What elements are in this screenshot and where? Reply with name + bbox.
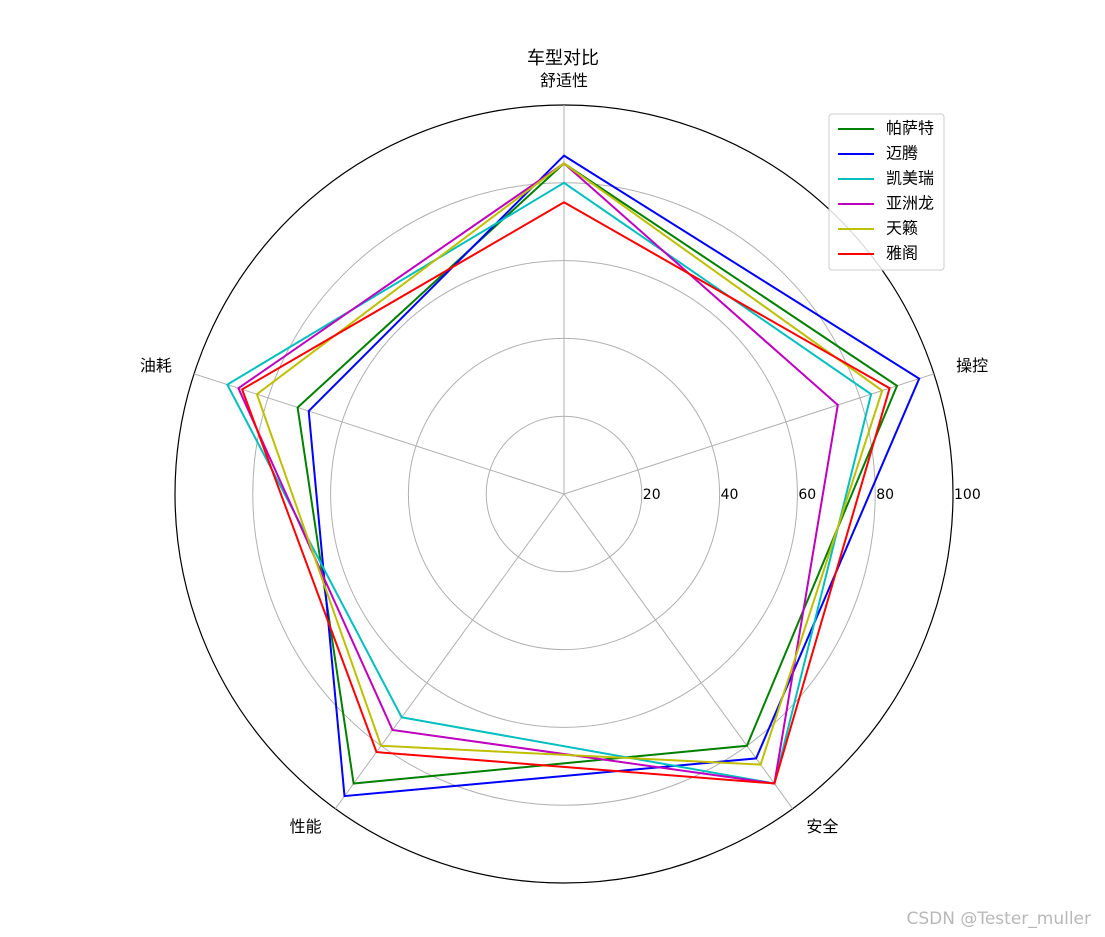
series-line-3 [225,181,873,785]
series-line-4 [237,162,839,785]
polar-grid [174,104,954,884]
grid-spoke [563,493,794,810]
series-line-5 [255,162,884,766]
radial-tick-label: 60 [798,487,816,503]
axis-label: 油耗 [140,356,172,375]
grid-spoke [563,373,935,495]
chart-title: 车型对比 [527,48,599,69]
series-line-6 [240,201,891,785]
axis-label: 性能 [290,817,322,836]
grid-spoke [334,493,565,810]
radial-tick-label: 100 [954,487,981,503]
grid-spoke [193,373,565,495]
legend-entry: 雅阁 [886,244,918,263]
legend-entry: 帕萨特 [886,119,934,138]
axis-label: 舒适性 [540,71,588,90]
watermark: CSDN @Tester_muller [906,909,1091,929]
series-line-1 [296,162,899,785]
axis-label: 安全 [806,817,838,836]
series-layer [225,154,921,798]
legend-entry: 迈腾 [886,144,918,163]
axis-label: 操控 [956,356,988,375]
radial-tick-label: 80 [876,487,894,503]
radial-tick-label: 20 [643,487,661,503]
legend-entry: 天籁 [886,219,918,238]
legend-entry: 亚洲龙 [886,194,934,213]
legend-entry: 凯美瑞 [886,169,934,188]
radial-tick-label: 40 [721,487,739,503]
series-line-2 [307,154,921,798]
